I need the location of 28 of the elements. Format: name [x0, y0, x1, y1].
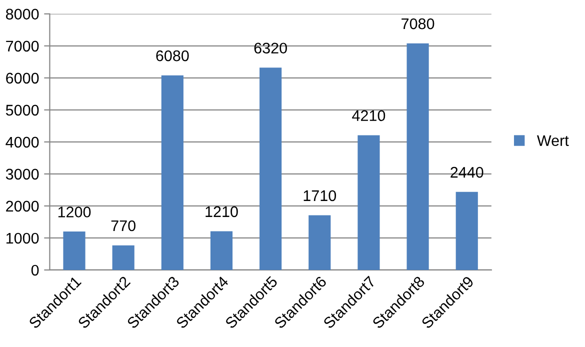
data-label: 1710	[304, 190, 336, 202]
y-tick-label: 0	[31, 264, 39, 276]
bar	[161, 75, 184, 270]
bar	[308, 215, 331, 270]
data-label: 770	[111, 220, 136, 232]
data-label: 7080	[402, 18, 434, 30]
data-label: 6080	[156, 50, 189, 62]
bar	[210, 231, 233, 270]
y-tick-label: 6000	[6, 72, 39, 84]
bar	[63, 232, 86, 270]
bar	[112, 245, 134, 270]
y-tick-label: 3000	[6, 168, 39, 180]
bar	[406, 43, 429, 270]
data-label: 1200	[58, 206, 91, 218]
y-tick-label: 8000	[6, 8, 39, 20]
y-tick-label: 7000	[6, 40, 39, 52]
data-label: 6320	[254, 42, 287, 54]
legend-label: Wert	[536, 135, 569, 146]
y-tick-label: 5000	[6, 104, 39, 116]
y-tick-label: 2000	[6, 200, 39, 212]
bar	[358, 135, 380, 270]
y-tick-label: 4000	[6, 136, 39, 148]
bar	[260, 68, 282, 270]
data-label: 4210	[352, 110, 386, 122]
y-tick-label: 1000	[6, 232, 39, 244]
bar	[456, 192, 478, 270]
data-label: 1210	[206, 206, 238, 218]
data-label: 2440	[450, 166, 484, 178]
